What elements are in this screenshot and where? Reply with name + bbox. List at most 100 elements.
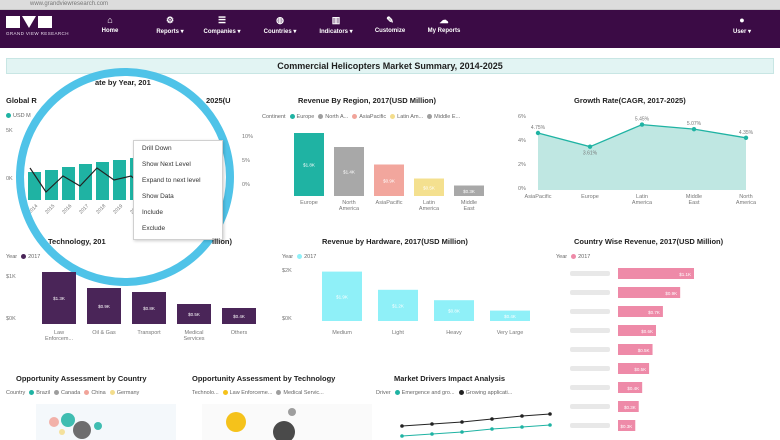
customize-icon: ✎: [386, 15, 394, 25]
cloud-icon: ☁: [439, 15, 449, 25]
bar-label: $1.8K: [303, 163, 315, 168]
x-tick: AsiaPacific: [376, 200, 403, 206]
point: [548, 423, 552, 427]
legend-swatch: [276, 390, 282, 396]
y-tick: $0K: [6, 316, 16, 322]
nav-item-0[interactable]: ⌂ Home: [84, 15, 136, 34]
nav-item-3[interactable]: ◍ Countries ▾: [254, 15, 306, 35]
legend-label: 2017: [304, 254, 317, 260]
bar-2: [618, 306, 663, 317]
nav-item-7[interactable]: ● User ▾: [716, 15, 768, 35]
legend-swatch: [84, 390, 90, 396]
menu-item-drill-down[interactable]: Drill Down: [142, 145, 172, 152]
by-hardware-chart[interactable]: $2K $0K $1.9K Medium $1.2K Light $0.8K Heavy $0.…: [282, 264, 542, 364]
revenue-by-region-chart[interactable]: $1.8KEurope$1.4KNorthAmerica$0.9KAsiaPac…: [262, 122, 502, 217]
data-label: 5.45%: [635, 117, 650, 123]
bar-4: [454, 185, 484, 196]
chart-title-by-hardware: Revenue by Hardware, 2017(USD Million): [322, 237, 468, 246]
bar-2: [374, 164, 404, 196]
country-revenue-chart[interactable]: $1.1K $0.9K $0.7K $0.6K $0.5K $0.5K $0.4K $0.3K…: [556, 264, 776, 440]
x-tick: East: [688, 200, 699, 206]
legend-title: Year: [6, 254, 18, 260]
legend-swatch: [29, 390, 35, 396]
nav-label: Reports ▾: [156, 29, 184, 35]
y-tick: 5K: [6, 128, 13, 134]
area-fill: [538, 124, 746, 190]
legend-title: Technolo...: [192, 390, 219, 396]
legend-label: 2017: [578, 254, 591, 260]
user-icon: ●: [739, 15, 745, 25]
legend-swatch: [289, 114, 295, 120]
chart-title-by-technology: Technology, 201: [48, 237, 106, 246]
legend-swatch: [109, 390, 115, 396]
legend-swatch: [458, 390, 464, 396]
bubble: [49, 417, 59, 427]
x-tick: Others: [231, 330, 248, 336]
nav-label: My Reports: [427, 28, 461, 34]
bar-0: [42, 272, 76, 324]
menu-item-include[interactable]: Include: [142, 209, 163, 216]
chart-title-revenue-by-year-left: Global R: [6, 96, 37, 105]
x-tick: AsiaPacific: [525, 194, 552, 200]
bar-label: $0.9K: [383, 178, 395, 183]
bar-label: $0.8K: [143, 306, 155, 311]
x-tick: Europe: [300, 200, 318, 206]
menu-item-show-data[interactable]: Show Data: [142, 193, 174, 200]
top-navigation: GRAND VIEW RESEARCH ⌂ Home ⚙ Reports ▾ ☰ Comp…: [0, 10, 780, 48]
bar-3: [177, 304, 211, 324]
legend-swatch: [222, 390, 228, 396]
nav-item-6[interactable]: ☁ My Reports: [418, 15, 470, 34]
legend-opp-country: Country Brazil Canada China Germany: [6, 390, 139, 396]
growth-rate-chart[interactable]: 6% 4% 2% 0% 4.75% AsiaPacific 3.61% Europe 5.45%…: [518, 106, 774, 221]
chart-title-opp-technology: Opportunity Assessment by Technology: [192, 374, 336, 383]
menu-item-show-next-level[interactable]: Show Next Level: [142, 161, 191, 168]
nav-item-2[interactable]: ☰ Companies ▾: [196, 15, 248, 35]
nav-item-1[interactable]: ⚙ Reports ▾: [144, 15, 196, 35]
y-tick: 2%: [518, 162, 526, 168]
blurred-category-label: [570, 328, 610, 333]
nav-item-4[interactable]: ▥ Indicators ▾: [310, 15, 362, 35]
blurred-category-label: [570, 309, 610, 314]
y-tick: $1K: [6, 274, 16, 280]
legend-label: AsiaPacific: [359, 114, 387, 120]
globe-icon: ◍: [276, 15, 284, 25]
bar-1: [87, 288, 121, 324]
y2-tick: 10%: [242, 134, 253, 140]
data-label: 4.35%: [739, 130, 754, 136]
legend-label: Latin Am...: [397, 114, 424, 120]
legend-revenue-by-year: USD M: [6, 113, 31, 119]
x-tick: Latin: [423, 200, 435, 206]
indicators-icon: ▥: [331, 15, 341, 25]
legend-label: Brazil: [36, 390, 51, 396]
brand-name: GRAND VIEW RESEARCH: [6, 31, 69, 36]
nav-label: Companies ▾: [203, 29, 241, 35]
legend-label: Law Enforceme...: [229, 390, 273, 396]
y-tick: 0K: [6, 176, 13, 182]
legend-swatch: [318, 114, 324, 120]
legend-label: USD M: [13, 113, 31, 119]
bottom-row-charts[interactable]: [6, 400, 554, 440]
menu-item-exclude[interactable]: Exclude: [142, 225, 166, 232]
point: [691, 126, 697, 132]
brand-logo[interactable]: GRAND VIEW RESEARCH: [6, 16, 76, 42]
nav-item-5[interactable]: ✎ Customize: [364, 15, 416, 34]
legend-swatch: [352, 114, 358, 120]
legend-market-drivers: Driver Emergence and gro... Growing applic…: [376, 390, 512, 396]
blurred-category-label: [570, 404, 610, 409]
menu-item-expand-next-level[interactable]: Expand to next level: [142, 177, 201, 184]
legend-label: Germany: [116, 390, 140, 396]
bubble: [59, 429, 65, 435]
driver-line-1: [401, 413, 551, 427]
point: [490, 417, 494, 421]
address-bar[interactable]: www.grandviewresearch.com: [30, 1, 109, 7]
legend-by-technology: Year 2017: [6, 254, 40, 260]
x-tick: Transport: [137, 330, 161, 336]
nav-label: Countries ▾: [263, 29, 297, 35]
blurred-category-label: [570, 290, 610, 295]
bar-4: [222, 308, 256, 324]
x-tick: Enforcem...: [45, 336, 74, 342]
x-tick: North: [342, 200, 355, 206]
legend-label: North A...: [325, 114, 349, 120]
chart-title-growth-rate: Growth Rate(CAGR, 2017-2025): [574, 96, 686, 105]
